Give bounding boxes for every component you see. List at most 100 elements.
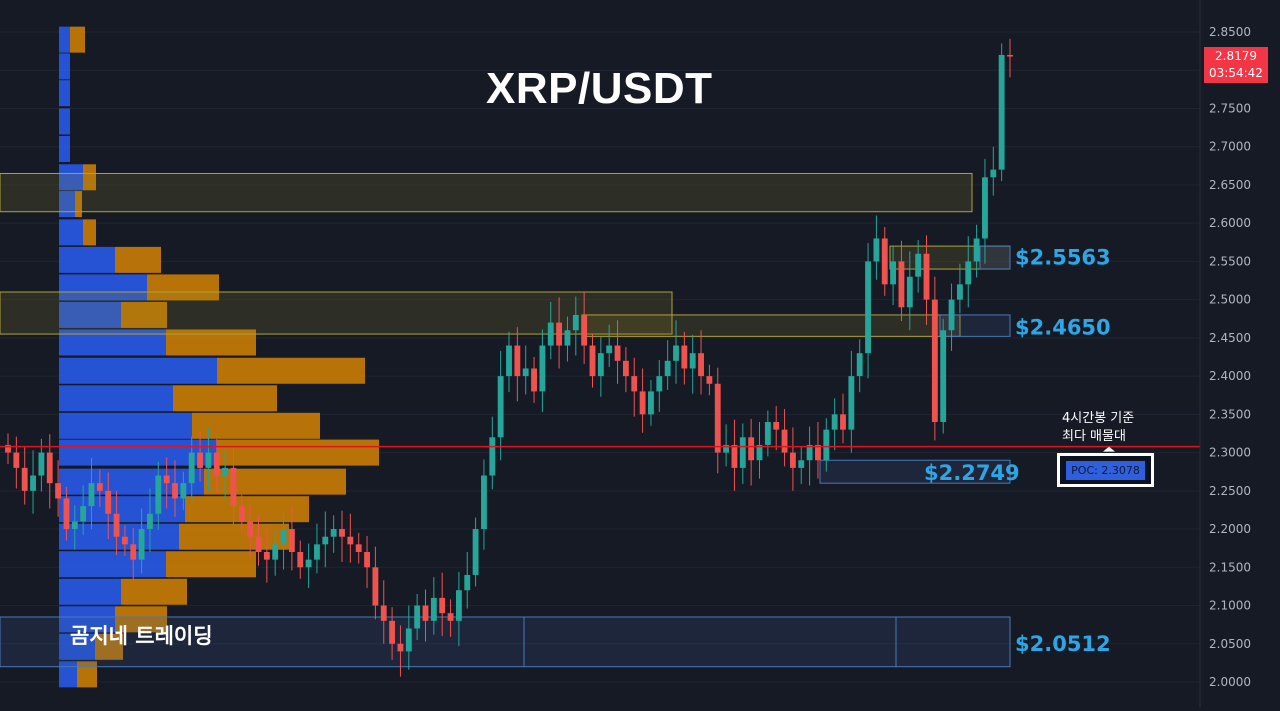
candle-body xyxy=(5,444,11,453)
profile-buy-bar xyxy=(59,661,77,688)
candle-body xyxy=(998,54,1005,170)
countdown: 03:54:42 xyxy=(1209,66,1263,80)
candle-body xyxy=(30,475,36,491)
candle-body xyxy=(430,597,437,621)
zone-box xyxy=(979,245,1011,270)
candle-body xyxy=(706,376,713,384)
candle-body xyxy=(238,506,245,522)
candle-body xyxy=(497,376,504,438)
candle-body xyxy=(931,299,938,422)
candle-body xyxy=(948,299,955,331)
candles xyxy=(5,38,1013,677)
zone-box xyxy=(819,459,1011,484)
axis-tick-label: 2.4500 xyxy=(1209,331,1251,345)
candle-body xyxy=(481,475,487,530)
candle-body xyxy=(96,483,103,491)
poc-badge: POC: 2.3078 xyxy=(1057,453,1154,487)
level-label: $2.0512 xyxy=(1015,632,1111,656)
profile-sell-bar xyxy=(179,523,289,550)
level-labels: $2.5563 $2.4650 $2.2749 $2.0512 xyxy=(924,246,1111,656)
candle-body xyxy=(823,429,830,461)
candle-body xyxy=(698,353,704,377)
candle-body xyxy=(597,353,604,377)
candle-body xyxy=(1007,54,1013,57)
candle-body xyxy=(305,559,312,568)
candle-body xyxy=(347,536,354,545)
candle-body xyxy=(531,368,537,392)
candle-body xyxy=(572,314,579,331)
candle-body xyxy=(789,452,796,468)
candle-body xyxy=(322,536,329,545)
profile-sell-bar xyxy=(173,385,277,412)
axis-tick-label: 2.3500 xyxy=(1209,407,1251,421)
profile-buy-bar xyxy=(59,191,75,218)
candle-body xyxy=(21,467,28,491)
candle-body xyxy=(539,345,546,392)
profile-sell-bar xyxy=(192,412,320,439)
profile-sell-bar xyxy=(217,439,379,466)
candle-body xyxy=(288,529,295,552)
candle-body xyxy=(906,276,913,308)
candle-body xyxy=(197,452,203,468)
profile-buy-bar xyxy=(59,606,115,633)
volume-profile xyxy=(59,26,379,688)
last-price: 2.8179 xyxy=(1215,49,1257,63)
zone-box xyxy=(939,314,1011,337)
zone-box xyxy=(0,616,1011,668)
profile-buy-bar xyxy=(59,496,185,523)
candle-body xyxy=(881,238,888,285)
chart-title: XRP/USDT xyxy=(486,64,713,113)
candle-body xyxy=(514,345,521,377)
candle-body xyxy=(506,345,512,377)
candle-body xyxy=(414,605,421,629)
profile-sell-bar xyxy=(70,26,85,53)
candle-body xyxy=(723,444,730,453)
candle-body xyxy=(147,513,153,530)
profile-buy-bar xyxy=(59,219,83,246)
candle-body xyxy=(105,490,112,514)
candle-body xyxy=(581,314,588,346)
candle-body xyxy=(121,536,128,545)
profile-sell-bar xyxy=(121,301,167,328)
candle-body xyxy=(163,475,170,484)
candle-body xyxy=(247,521,254,537)
candle-body xyxy=(622,360,629,377)
candle-body xyxy=(773,422,780,430)
candle-body xyxy=(255,536,262,552)
axis-tick-label: 2.7500 xyxy=(1209,101,1251,115)
candle-body xyxy=(80,506,87,522)
candle-body xyxy=(155,475,162,514)
candle-body xyxy=(781,429,788,453)
candle-body xyxy=(280,529,287,545)
candle-body xyxy=(55,483,62,499)
candle-body xyxy=(990,169,997,178)
candle-body xyxy=(355,544,362,552)
candle-body xyxy=(297,552,304,568)
zone-box xyxy=(581,314,961,337)
poc-label: POC: 2.3078 xyxy=(1066,460,1145,480)
candle-body xyxy=(88,483,95,507)
candle-body xyxy=(330,529,337,537)
candle-body xyxy=(731,444,738,468)
candle-body xyxy=(923,253,930,300)
candle-body xyxy=(389,620,396,644)
candle-body xyxy=(873,238,880,262)
axis-tick-label: 2.1500 xyxy=(1209,560,1251,574)
candle-body xyxy=(455,590,462,621)
candle-body xyxy=(130,544,137,560)
axis-tick-label: 2.4000 xyxy=(1209,369,1251,383)
candle-body xyxy=(263,552,270,560)
candle-body xyxy=(648,391,654,415)
candle-body xyxy=(764,422,771,445)
candle-body xyxy=(380,605,387,621)
candle-body xyxy=(848,376,855,430)
profile-sell-bar xyxy=(121,578,187,605)
profile-sell-bar xyxy=(95,633,123,660)
candle-body xyxy=(547,322,554,346)
candle-body xyxy=(973,238,980,262)
axis-tick-label: 2.7000 xyxy=(1209,140,1251,154)
candle-body xyxy=(172,483,178,499)
axis-tick-label: 2.6000 xyxy=(1209,216,1251,230)
